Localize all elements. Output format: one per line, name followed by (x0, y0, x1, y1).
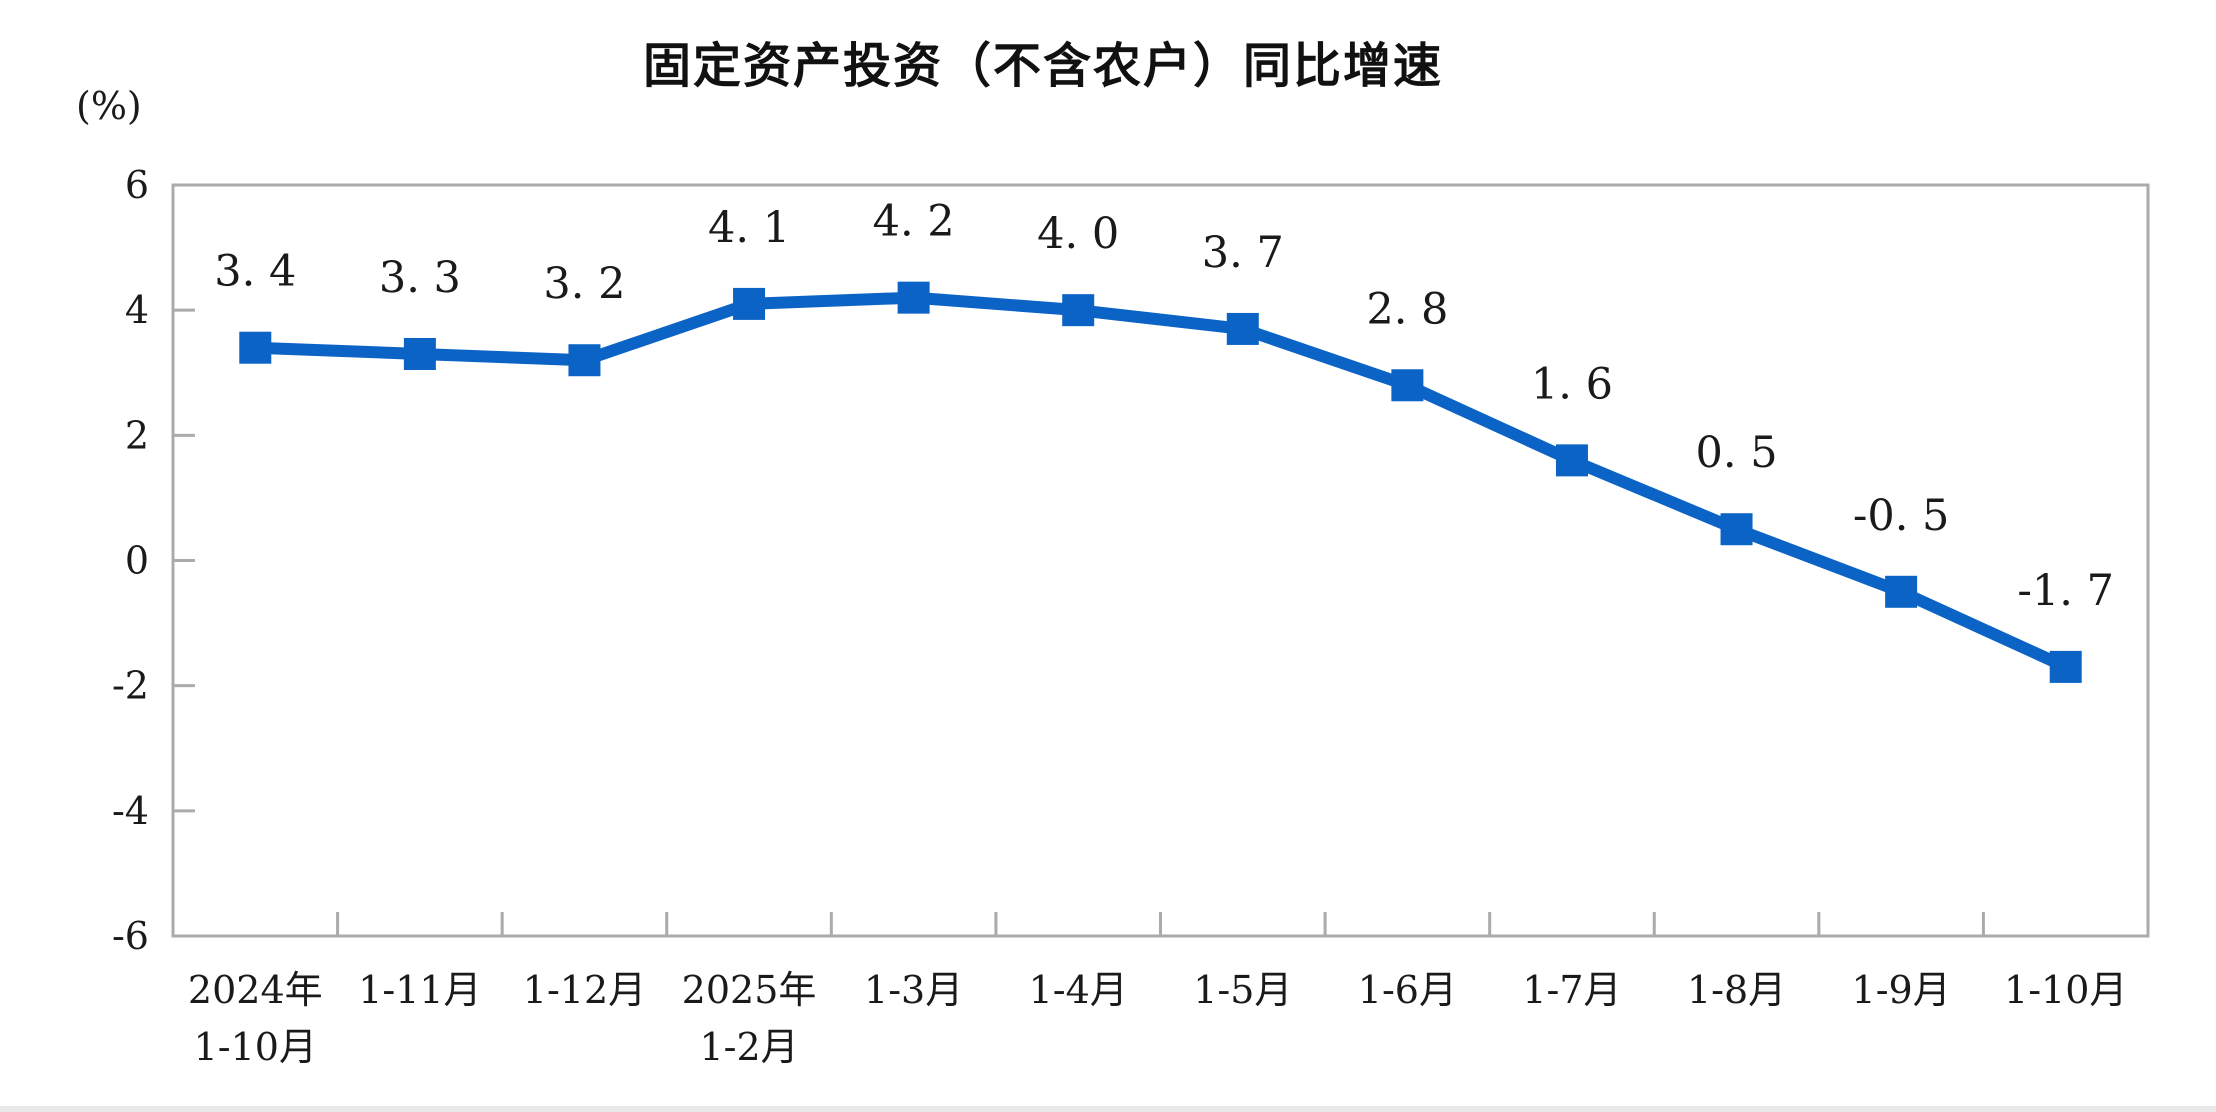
y-tick-label: 4 (125, 288, 149, 332)
x-axis-label: 1-3月 (864, 968, 963, 1012)
plot-frame (171, 183, 2150, 938)
x-axis-label: 1-4月 (1029, 968, 1128, 1012)
x-axis-label: 2025年 1-2月 (682, 968, 817, 1069)
y-tick-label: 2 (125, 413, 149, 457)
y-tick-label: -4 (112, 789, 149, 833)
page-bottom-divider (0, 1106, 2216, 1112)
x-axis-label-line: 1-6月 (1358, 968, 1457, 1012)
x-axis-label-line: 1-7月 (1522, 968, 1621, 1012)
y-tick-label: 6 (125, 163, 149, 207)
data-point-marker (733, 287, 766, 320)
data-point-marker (1062, 294, 1095, 327)
data-point-marker (2049, 650, 2082, 683)
data-point-marker (897, 281, 930, 314)
data-point-label: 0. 5 (1696, 428, 1778, 478)
data-point-label: 4. 2 (873, 197, 955, 247)
x-axis-label: 1-6月 (1358, 968, 1457, 1012)
y-tick-label: -2 (112, 664, 149, 708)
data-point-label: 1. 6 (1531, 359, 1613, 409)
y-axis-unit-label: (%) (76, 84, 142, 128)
data-point-label: -1. 7 (2017, 566, 2114, 616)
x-axis-label-line: 1-4月 (1029, 968, 1128, 1012)
x-axis-label-line: 1-10月 (2004, 968, 2127, 1012)
x-axis-label-line: 2024年 (188, 968, 323, 1012)
x-axis-label: 1-5月 (1193, 968, 1292, 1012)
y-tick-label: -6 (112, 914, 149, 958)
x-axis-label: 1-7月 (1522, 968, 1621, 1012)
data-point-label: 4. 0 (1037, 209, 1119, 259)
x-axis-label-line: 1-9月 (1852, 968, 1951, 1012)
data-point-marker (568, 344, 601, 377)
x-axis-label: 1-8月 (1687, 968, 1786, 1012)
data-point-label: 3. 4 (214, 247, 296, 297)
data-point-label: 4. 1 (708, 203, 790, 253)
data-point-label: 3. 3 (379, 253, 461, 303)
chart-title: 固定资产投资（不含农户）同比增速 (642, 40, 1443, 93)
x-axis-label-line: 1-11月 (358, 968, 481, 1012)
x-axis-label: 1-9月 (1852, 968, 1951, 1012)
x-axis-label: 1-11月 (358, 968, 481, 1012)
data-point-marker (1226, 312, 1259, 345)
data-point-marker (239, 331, 272, 364)
data-point-marker (1720, 513, 1753, 546)
x-axis-label: 2024年 1-10月 (188, 968, 323, 1069)
x-axis-label-line: 1-2月 (699, 1025, 798, 1069)
x-axis-label-line: 1-12月 (523, 968, 646, 1012)
x-axis-label-line: 1-10月 (194, 1025, 317, 1069)
x-axis-label-line: 2025年 (682, 968, 817, 1012)
x-axis-label-line: 1-5月 (1193, 968, 1292, 1012)
x-axis-label: 1-10月 (2004, 968, 2127, 1012)
data-point-label: 3. 7 (1202, 228, 1284, 278)
data-point-label: -0. 5 (1853, 491, 1950, 541)
x-axis-label: 1-12月 (523, 968, 646, 1012)
y-tick-label: 0 (125, 539, 149, 583)
data-point-marker (1555, 444, 1588, 477)
data-point-marker (1391, 369, 1424, 402)
data-point-marker (1885, 575, 1918, 608)
data-line (249, 291, 2072, 673)
x-axis-label-line: 1-8月 (1687, 968, 1786, 1012)
data-point-label: 3. 2 (543, 259, 625, 309)
x-axis-label-line: 1-3月 (864, 968, 963, 1012)
data-point-label: 2. 8 (1366, 284, 1448, 334)
data-point-marker (403, 337, 436, 370)
